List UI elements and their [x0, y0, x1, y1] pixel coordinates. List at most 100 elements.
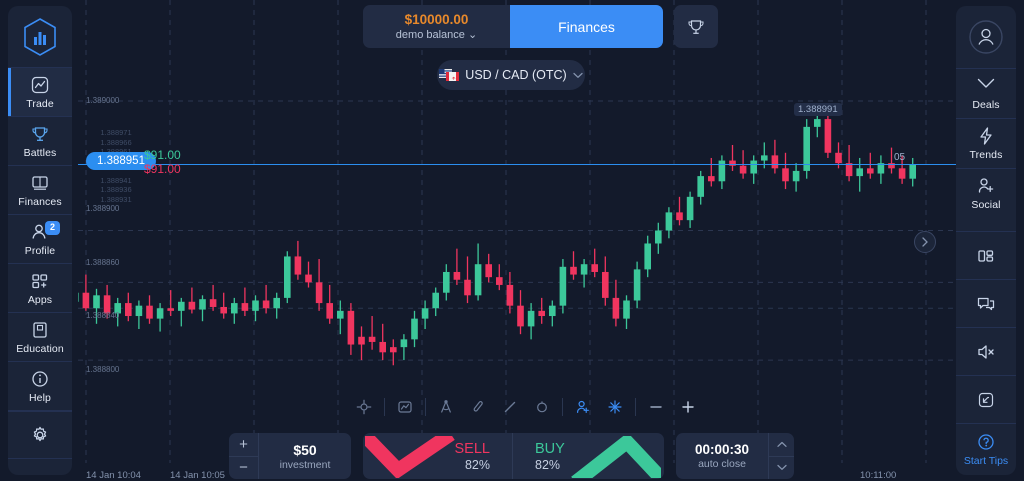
trophy-icon	[688, 19, 704, 34]
payout-up-label: $91.00	[144, 148, 181, 162]
scale-tick-above-1: 1.388966	[100, 137, 132, 147]
axis-price-2: 1.388860	[86, 258, 120, 267]
sidebar-spacer	[8, 411, 72, 412]
crosshair-tool-button[interactable]	[348, 394, 380, 420]
add-person-button[interactable]	[567, 394, 599, 420]
edge-time-label: 05	[894, 152, 906, 163]
investment-increase-button[interactable]: +	[229, 433, 258, 457]
timer-value-area[interactable]: 00:00:30 auto close	[676, 433, 768, 479]
trophy-icon	[30, 124, 50, 144]
toolbar-divider	[562, 398, 563, 416]
investment-label: investment	[279, 458, 331, 471]
gear-icon	[30, 425, 50, 445]
mute-icon	[978, 344, 994, 359]
sidebar-item-social[interactable]: Social	[956, 168, 1016, 218]
sidebar-item-battles[interactable]: Battles	[8, 117, 72, 166]
candlestick-canvas	[78, 0, 958, 463]
sidebar-item-profile[interactable]: 2 Profile	[8, 215, 72, 264]
sell-chevron-icon	[365, 436, 455, 478]
investment-decrease-button[interactable]: −	[239, 459, 248, 477]
right-sidebar: Deals Trends Social	[956, 6, 1016, 475]
investment-value-area[interactable]: $50 investment	[259, 433, 351, 479]
profile-badge: 2	[45, 221, 60, 235]
avatar-icon	[969, 20, 1003, 54]
timer-increase-button[interactable]	[769, 433, 794, 457]
investment-amount: $50	[293, 441, 317, 458]
finances-icon	[30, 173, 50, 193]
auto-close-control: 00:00:30 auto close	[676, 433, 794, 479]
tournaments-button[interactable]	[674, 5, 718, 48]
timer-decrease-button[interactable]	[769, 457, 794, 480]
deals-icon	[976, 76, 996, 96]
sidebar-item-help[interactable]: Help	[8, 362, 72, 411]
toolbar-divider	[384, 398, 385, 416]
fullscreen-icon	[978, 392, 994, 407]
trade-icon	[30, 75, 50, 95]
sidebar-label-help: Help	[29, 391, 51, 404]
investment-steppers: + −	[229, 433, 259, 479]
sidebar-item-trade[interactable]: Trade	[8, 68, 72, 117]
sidebar-item-deals[interactable]: Deals	[956, 68, 1016, 118]
asset-selector[interactable]: USD / CAD (OTC)	[437, 60, 585, 90]
chevron-down-icon	[573, 72, 583, 78]
sidebar-label-trends: Trends	[969, 149, 1003, 161]
balance-type: demo balance ⌄	[396, 28, 477, 41]
education-icon	[30, 320, 50, 340]
buy-button[interactable]: BUY 82%	[513, 433, 663, 479]
buy-chevron-icon	[571, 436, 661, 478]
chart-type-icon	[398, 401, 412, 413]
axis-time-2: 10:11:00	[860, 470, 897, 481]
zoom-out-button[interactable]	[640, 394, 672, 420]
zoom-in-button[interactable]	[672, 394, 704, 420]
app-logo[interactable]	[8, 6, 72, 68]
indicators-button[interactable]	[599, 394, 631, 420]
chat-button[interactable]	[956, 279, 1016, 327]
price-chart[interactable]: 1.389000 1.388900 1.388860 1.388840 1.38…	[78, 0, 958, 481]
timer-arrows	[768, 433, 794, 479]
chart-type-button[interactable]	[389, 394, 421, 420]
chevron-left-icon	[30, 473, 50, 476]
chevron-right-icon	[922, 237, 928, 247]
sidebar-collapse-button[interactable]	[8, 459, 72, 475]
investment-control: + − $50 investment	[229, 433, 351, 479]
fullscreen-button[interactable]	[956, 375, 1016, 423]
social-icon	[976, 176, 996, 196]
finances-button[interactable]: Finances	[510, 5, 663, 48]
sidebar-label-education: Education	[16, 342, 64, 355]
sidebar-settings-button[interactable]	[8, 412, 72, 459]
toolbar-divider	[425, 398, 426, 416]
balance-group: $10000.00 demo balance ⌄ Finances	[363, 5, 663, 48]
compass-icon	[441, 400, 451, 413]
avatar[interactable]	[956, 6, 1016, 68]
timer-label: auto close	[698, 458, 746, 470]
sidebar-item-apps[interactable]: Apps	[8, 264, 72, 313]
sell-button[interactable]: SELL 82%	[363, 433, 513, 479]
compass-tool-button[interactable]	[430, 394, 462, 420]
axis-price-1: 1.388900	[86, 204, 120, 213]
shape-tool-button[interactable]	[526, 394, 558, 420]
sidebar-item-finances[interactable]: Finances	[8, 166, 72, 215]
layout-button[interactable]	[956, 231, 1016, 279]
sidebar-item-education[interactable]: Education	[8, 313, 72, 362]
mute-button[interactable]	[956, 327, 1016, 375]
apps-icon	[30, 271, 50, 291]
sidebar-label-apps: Apps	[27, 293, 53, 306]
trendline-tool-button[interactable]	[494, 394, 526, 420]
zoom-out-icon	[650, 406, 662, 408]
buy-percent: 82%	[535, 457, 561, 472]
scroll-right-button[interactable]	[914, 231, 936, 253]
chat-icon	[977, 297, 995, 310]
add-person-icon	[577, 400, 589, 413]
sidebar-item-trends[interactable]: Trends	[956, 118, 1016, 168]
axis-price-3: 1.388840	[86, 311, 120, 320]
sidebar-label-battles: Battles	[23, 146, 57, 159]
pencil-tool-button[interactable]	[462, 394, 494, 420]
balance-selector[interactable]: $10000.00 demo balance ⌄	[363, 5, 510, 48]
left-sidebar: Trade Battles	[8, 6, 72, 475]
info-icon	[30, 369, 50, 389]
sidebar-label-trade: Trade	[26, 97, 54, 110]
start-tips-label: Start Tips	[963, 455, 1009, 467]
axis-price-4: 1.388800	[86, 365, 120, 374]
start-tips-button[interactable]: Start Tips	[956, 423, 1016, 475]
